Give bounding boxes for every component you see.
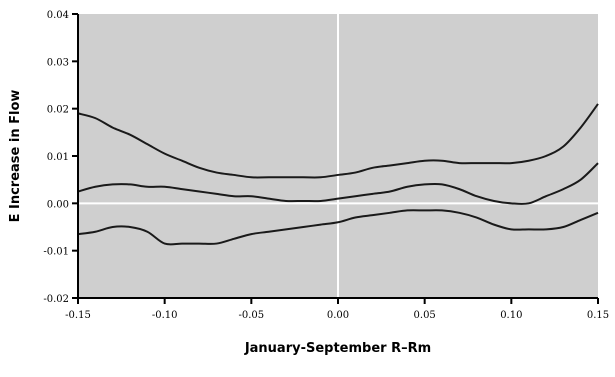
y-tick-label: 0.00 <box>47 199 69 210</box>
x-tick-label: -0.05 <box>239 310 265 321</box>
y-tick-label: -0.02 <box>43 294 69 305</box>
x-axis-ticks: -0.15 -0.10 -0.05 0.00 0.05 0.10 0.15 <box>65 298 609 321</box>
y-tick-label: 0.03 <box>47 57 69 68</box>
series-layer <box>77 103 599 246</box>
series-lower-band-line <box>77 209 599 246</box>
x-tick-label: -0.15 <box>65 310 91 321</box>
x-tick-label: 0.15 <box>587 310 609 321</box>
x-tick-label: -0.10 <box>152 310 178 321</box>
series-upper-band-line <box>77 103 599 179</box>
series-center-estimate-line <box>77 162 599 205</box>
x-tick-label: 0.10 <box>500 310 522 321</box>
y-tick-label: 0.01 <box>47 152 69 163</box>
y-tick-label: 0.02 <box>47 105 69 116</box>
x-axis-title: January-September R–Rm <box>244 341 431 356</box>
x-tick-label: 0.00 <box>327 310 349 321</box>
y-tick-label: 0.04 <box>47 10 69 21</box>
y-axis-title: E Increase in Flow <box>8 90 23 223</box>
x-tick-label: 0.05 <box>414 310 436 321</box>
y-tick-label: -0.01 <box>43 247 69 258</box>
y-axis-ticks: -0.02 -0.01 0.00 0.01 0.02 0.03 0.04 <box>43 10 78 305</box>
